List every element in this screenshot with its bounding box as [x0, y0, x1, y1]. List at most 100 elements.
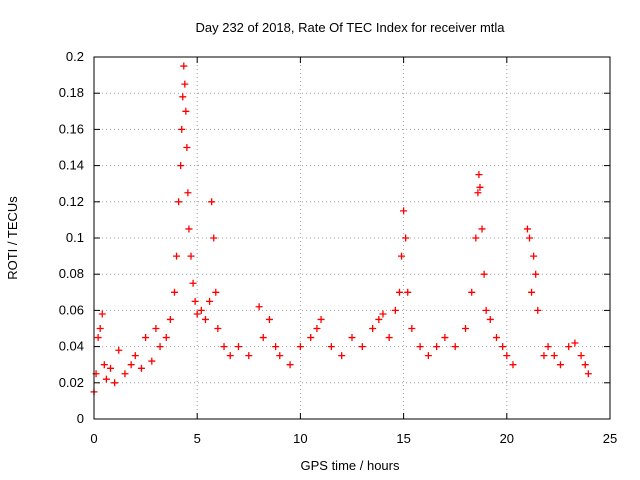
data-point: [178, 125, 186, 133]
data-point: [385, 334, 393, 342]
y-tick-label: 0.16: [59, 121, 84, 136]
data-point: [486, 315, 494, 323]
data-point: [475, 171, 483, 179]
data-point: [175, 198, 183, 206]
data-point: [398, 252, 406, 260]
data-point: [424, 352, 432, 360]
data-point: [416, 343, 424, 351]
data-point: [577, 352, 585, 360]
data-point: [152, 325, 160, 332]
x-tick-label: 15: [396, 431, 410, 446]
data-point: [540, 352, 548, 360]
y-tick-label: 0.12: [59, 194, 84, 209]
data-point: [189, 279, 197, 287]
y-tick-label: 0.1: [66, 230, 84, 245]
data-point: [115, 346, 123, 354]
data-point: [404, 288, 412, 296]
axes-ticks: 0 0.02 0.04 0.06 0.08 0.1 0.12 0.14 0.16 0.18 0.2 0…: [59, 49, 618, 446]
data-point: [276, 352, 284, 360]
data-point: [395, 288, 403, 296]
data-point: [451, 343, 459, 351]
data-point: [191, 297, 199, 305]
data-point: [509, 361, 517, 369]
data-point: [526, 234, 534, 242]
x-axis-label: GPS time / hours: [301, 458, 400, 473]
data-point: [182, 107, 190, 115]
data-point: [348, 334, 356, 342]
data-point: [433, 343, 441, 351]
y-axis-label: ROTI / TECUs: [5, 196, 20, 280]
data-point: [220, 343, 228, 351]
data-point: [379, 310, 387, 318]
data-point: [391, 306, 399, 314]
data-point: [534, 306, 542, 314]
data-point: [462, 325, 470, 332]
data-point: [556, 361, 564, 369]
data-point: [127, 361, 135, 369]
x-tick-label: 10: [293, 431, 307, 446]
data-point: [480, 270, 488, 278]
data-point: [369, 325, 377, 332]
data-point: [208, 198, 216, 206]
data-point: [214, 325, 222, 332]
data-point: [478, 225, 486, 233]
data-points: [90, 62, 592, 396]
data-point: [245, 352, 253, 360]
data-point: [259, 334, 267, 342]
data-point: [375, 315, 383, 323]
data-point: [212, 288, 220, 296]
data-point: [193, 310, 201, 318]
data-point: [156, 343, 164, 351]
data-point: [296, 343, 304, 351]
y-tick-label: 0: [77, 411, 84, 426]
data-point: [181, 80, 189, 88]
y-tick-label: 0.18: [59, 85, 84, 100]
data-point: [327, 343, 335, 351]
data-point: [441, 334, 449, 342]
data-point: [408, 325, 416, 332]
data-point: [528, 288, 536, 296]
data-point: [142, 334, 150, 342]
data-point: [121, 370, 129, 378]
data-point: [131, 352, 139, 360]
y-tick-label: 0.08: [59, 266, 84, 281]
data-point: [98, 310, 106, 318]
data-point: [571, 339, 579, 347]
y-tick-label: 0.04: [59, 339, 84, 354]
y-tick-label: 0.2: [66, 49, 84, 64]
x-tick-label: 20: [500, 431, 514, 446]
data-point: [544, 343, 552, 351]
data-point: [185, 225, 193, 233]
data-point: [177, 162, 185, 170]
data-point: [503, 352, 511, 360]
data-point: [358, 343, 366, 351]
chart-title: Day 232 of 2018, Rate Of TEC Index for r…: [195, 20, 505, 35]
data-point: [206, 297, 214, 305]
data-point: [532, 270, 540, 278]
data-point: [148, 357, 156, 365]
data-point: [472, 234, 480, 242]
x-tick-label: 5: [194, 431, 201, 446]
data-point: [402, 234, 410, 242]
data-point: [179, 93, 187, 101]
data-point: [338, 352, 346, 360]
data-point: [468, 288, 476, 296]
data-point: [255, 303, 263, 311]
data-point: [226, 352, 234, 360]
data-point: [286, 361, 294, 369]
data-point: [187, 252, 195, 260]
data-point: [307, 334, 315, 342]
data-point: [170, 288, 178, 296]
data-point: [272, 343, 280, 351]
data-point: [96, 325, 104, 332]
data-point: [166, 315, 174, 323]
data-point: [94, 334, 102, 342]
data-point: [210, 234, 218, 242]
data-point: [100, 361, 108, 369]
data-point: [201, 315, 209, 323]
x-tick-label: 0: [90, 431, 97, 446]
y-tick-label: 0.14: [59, 158, 84, 173]
data-point: [184, 189, 192, 197]
x-tick-label: 25: [603, 431, 617, 446]
data-point: [111, 379, 119, 387]
